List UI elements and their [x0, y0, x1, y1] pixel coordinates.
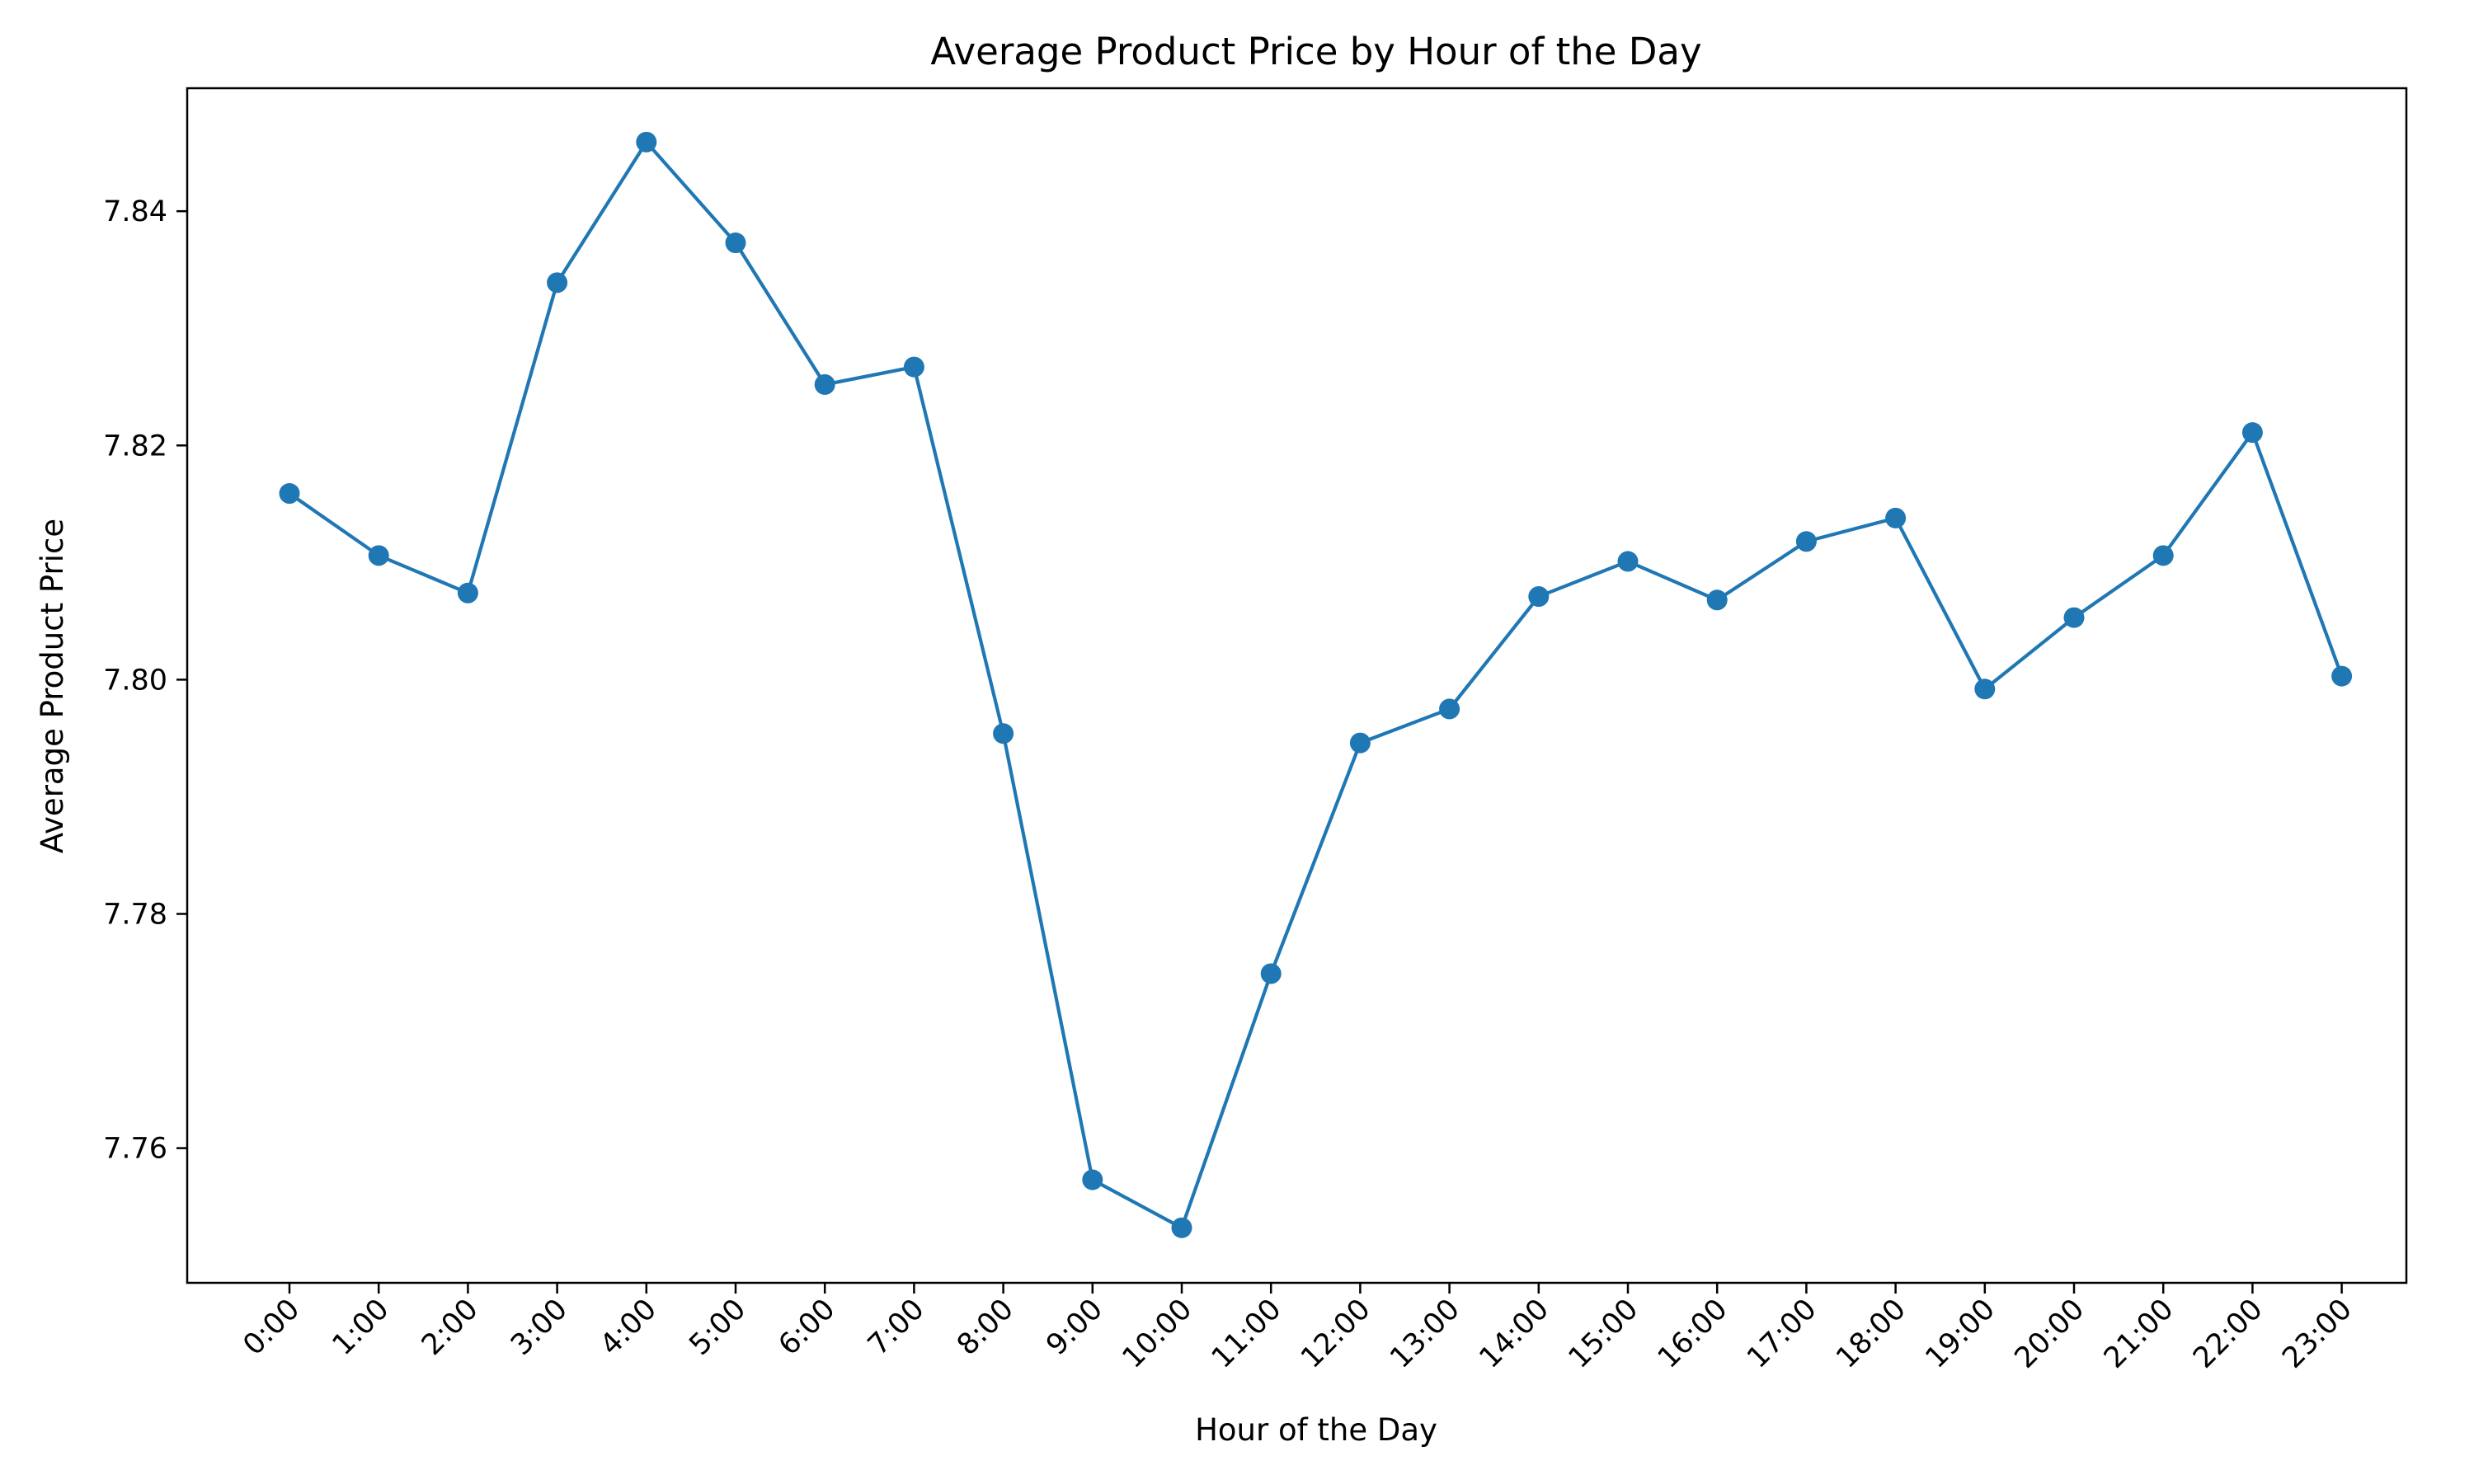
- series-line: [287, 140, 2344, 1230]
- data-point: [2331, 665, 2353, 687]
- x-tick-label: 8:00: [951, 1293, 1020, 1362]
- x-tick-label: 16:00: [1652, 1293, 1734, 1375]
- data-point: [1974, 679, 1996, 700]
- x-tick-label: 6:00: [773, 1293, 842, 1362]
- data-point: [814, 373, 835, 395]
- plot-frame: [186, 87, 2408, 1284]
- data-point: [2152, 545, 2174, 566]
- x-tick-label: 2:00: [416, 1293, 485, 1362]
- x-tick-label: 13:00: [1384, 1293, 1466, 1375]
- x-tick-label: 3:00: [505, 1293, 574, 1362]
- data-point: [457, 582, 478, 603]
- y-tick-label: 7.82: [103, 430, 167, 463]
- x-tick-label: 21:00: [2098, 1293, 2180, 1375]
- series-layer: [279, 131, 2353, 1238]
- y-axis: 7.76 7.78 7.80 7.82 7.84: [103, 195, 187, 1166]
- y-tick-label: 7.76: [103, 1133, 167, 1166]
- data-point: [636, 131, 657, 153]
- y-tick-label: 7.84: [103, 195, 167, 228]
- data-point: [1082, 1169, 1103, 1190]
- x-axis: 0:00 1:00 2:00 3:00 4:00 5:00 6:00 7:00 8:00 9:00…: [237, 1283, 2359, 1375]
- x-tick-label: 14:00: [1474, 1293, 1556, 1375]
- data-point: [725, 232, 746, 254]
- y-tick-label: 7.78: [103, 899, 167, 932]
- data-point: [368, 545, 389, 566]
- x-tick-label: 22:00: [2187, 1293, 2269, 1375]
- data-point: [1439, 698, 1460, 720]
- x-tick-label: 7:00: [862, 1293, 931, 1362]
- x-tick-label: 20:00: [2009, 1293, 2091, 1375]
- data-point: [547, 272, 568, 294]
- x-tick-label: 11:00: [1206, 1293, 1288, 1375]
- x-tick-label: 18:00: [1830, 1293, 1912, 1375]
- data-point: [279, 483, 300, 505]
- y-tick-label: 7.80: [103, 664, 167, 697]
- x-tick-label: 10:00: [1117, 1293, 1199, 1375]
- x-tick-label: 5:00: [683, 1293, 752, 1362]
- data-point: [903, 356, 924, 378]
- x-tick-label: 17:00: [1741, 1293, 1823, 1375]
- data-point: [2241, 422, 2263, 444]
- data-point: [1617, 551, 1639, 572]
- x-tick-label: 0:00: [237, 1293, 306, 1362]
- data-point: [1349, 732, 1371, 754]
- x-tick-label: 9:00: [1040, 1293, 1109, 1362]
- x-tick-label: 4:00: [594, 1293, 663, 1362]
- data-point: [1171, 1217, 1192, 1238]
- x-tick-label: 23:00: [2276, 1293, 2359, 1375]
- data-point: [1528, 586, 1550, 608]
- x-tick-label: 15:00: [1563, 1293, 1645, 1375]
- data-point: [1885, 507, 1907, 528]
- chart-title: Average Product Price by Hour of the Day: [930, 30, 1701, 73]
- data-point: [1706, 589, 1728, 611]
- data-point: [1260, 963, 1282, 984]
- data-point: [1795, 531, 1817, 552]
- x-tick-label: 12:00: [1295, 1293, 1377, 1375]
- data-point: [2063, 607, 2085, 628]
- x-tick-label: 19:00: [1920, 1293, 2002, 1375]
- x-tick-label: 1:00: [327, 1293, 396, 1362]
- plot-area: [186, 87, 2408, 1284]
- data-point: [993, 723, 1014, 744]
- y-axis-title: Average Product Price: [35, 519, 70, 853]
- x-axis-title: Hour of the Day: [1195, 1412, 1437, 1448]
